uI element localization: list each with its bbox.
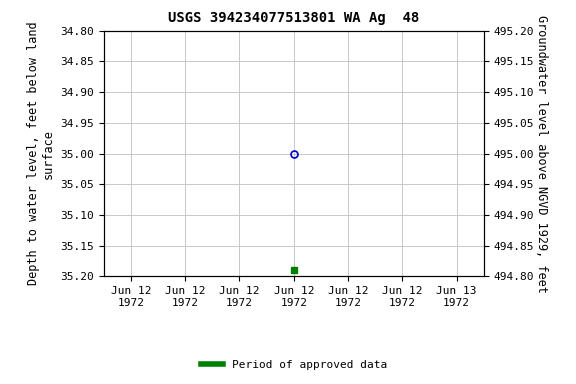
Y-axis label: Depth to water level, feet below land
surface: Depth to water level, feet below land su… [26,22,55,285]
Y-axis label: Groundwater level above NGVD 1929, feet: Groundwater level above NGVD 1929, feet [535,15,548,293]
Title: USGS 394234077513801 WA Ag  48: USGS 394234077513801 WA Ag 48 [168,12,419,25]
Legend: Period of approved data: Period of approved data [196,355,391,374]
